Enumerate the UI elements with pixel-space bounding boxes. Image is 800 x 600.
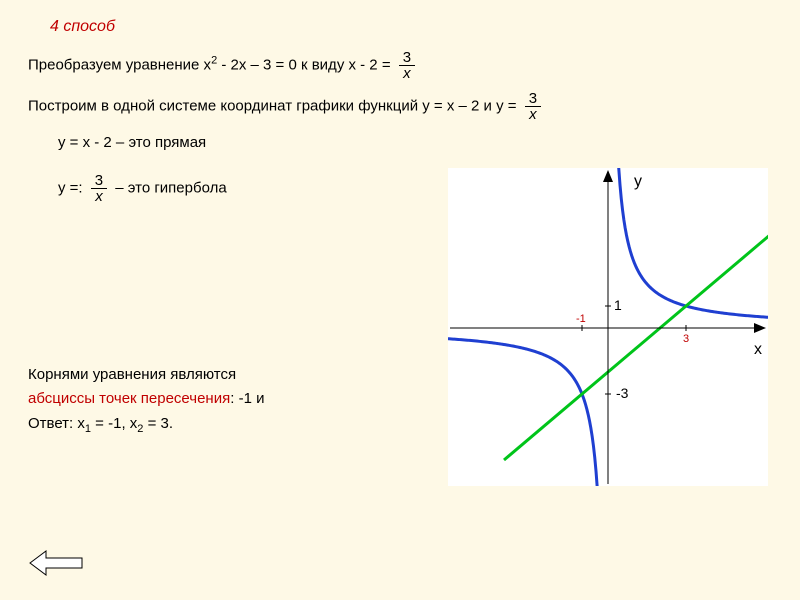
- abscissa-text: абсциссы точек пересечения: [28, 390, 230, 407]
- fraction-3-over-x: 3 х: [525, 91, 541, 122]
- text: Ответ: х: [28, 415, 85, 432]
- text: Преобразуем уравнение х: [28, 56, 211, 73]
- svg-text:-3: -3: [616, 385, 629, 401]
- fraction-3-over-x: 3 х: [399, 50, 415, 81]
- denominator: х: [403, 65, 411, 82]
- text: у =:: [58, 179, 87, 196]
- function-chart: -1 1 3 -3 у x: [448, 168, 768, 486]
- text: - 2х – 3 = 0 к виду х - 2 =: [217, 56, 395, 73]
- numerator: 3: [91, 173, 107, 189]
- text: Построим в одной системе координат графи…: [28, 97, 521, 114]
- svg-text:у: у: [634, 173, 642, 190]
- text: = 3.: [143, 415, 173, 432]
- text: – это гипербола: [115, 179, 226, 196]
- denominator: х: [529, 106, 537, 123]
- numerator: 3: [399, 50, 415, 66]
- build-line: Построим в одной системе координат графи…: [28, 91, 772, 122]
- numerator: 3: [525, 91, 541, 107]
- back-arrow-button[interactable]: [28, 548, 84, 582]
- text: : -1 и: [230, 390, 264, 407]
- svg-text:x: x: [754, 341, 762, 358]
- svg-text:-1: -1: [576, 313, 586, 325]
- method-title: 4 способ: [50, 18, 772, 36]
- svg-text:1: 1: [614, 297, 622, 313]
- svg-text:3: 3: [683, 333, 689, 345]
- arrow-left-icon: [28, 548, 84, 578]
- transform-line: Преобразуем уравнение х2 - 2х – 3 = 0 к …: [28, 50, 772, 81]
- fraction-3-over-x: 3 х: [91, 173, 107, 204]
- text: = -1, х: [91, 415, 137, 432]
- denominator: х: [95, 188, 103, 205]
- line-eq-straight: у = х - 2 – это прямая: [58, 132, 772, 155]
